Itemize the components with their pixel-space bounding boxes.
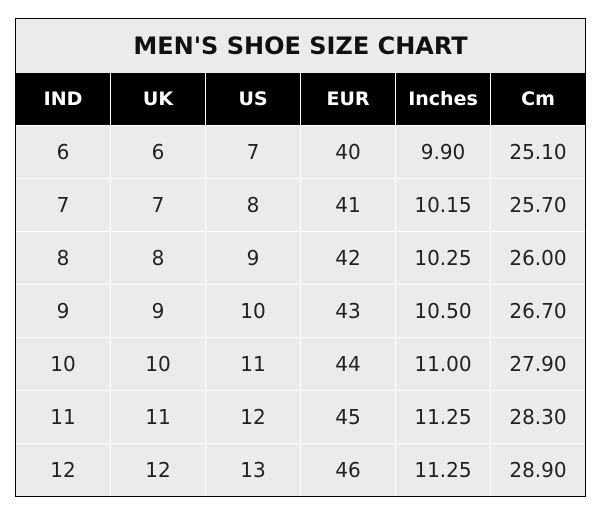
table-row: 6 6 7 40 9.90 25.10 <box>16 125 585 178</box>
table-cell: 43 <box>301 284 396 337</box>
table-cell: 11 <box>16 390 111 443</box>
table-cell: 11.25 <box>396 390 491 443</box>
table-cell: 10 <box>206 284 301 337</box>
table-cell: 26.70 <box>491 284 585 337</box>
table-row: 12 12 13 46 11.25 28.90 <box>16 443 585 496</box>
table-title: MEN'S SHOE SIZE CHART <box>133 32 468 60</box>
table-cell: 7 <box>16 178 111 231</box>
table-cell: 9.90 <box>396 125 491 178</box>
table-cell: 6 <box>16 125 111 178</box>
table-cell: 10 <box>111 337 206 390</box>
table-cell: 12 <box>16 443 111 496</box>
table-cell: 11 <box>206 337 301 390</box>
table-cell: 9 <box>206 231 301 284</box>
table-cell: 28.30 <box>491 390 585 443</box>
column-header: US <box>206 73 301 125</box>
table-cell: 45 <box>301 390 396 443</box>
table-cell: 7 <box>206 125 301 178</box>
table-cell: 9 <box>111 284 206 337</box>
table-cell: 42 <box>301 231 396 284</box>
column-header: IND <box>16 73 111 125</box>
table-cell: 9 <box>16 284 111 337</box>
table-row: 8 8 9 42 10.25 26.00 <box>16 231 585 284</box>
table-cell: 8 <box>206 178 301 231</box>
table-row: 11 11 12 45 11.25 28.30 <box>16 390 585 443</box>
table-row: 7 7 8 41 10.15 25.70 <box>16 178 585 231</box>
column-header: Cm <box>521 88 555 110</box>
table-cell: 11.00 <box>396 337 491 390</box>
table-cell: 25.70 <box>491 178 585 231</box>
table-cell: 10 <box>16 337 111 390</box>
table-cell: 41 <box>301 178 396 231</box>
table-cell: 8 <box>111 231 206 284</box>
table-cell: 12 <box>206 390 301 443</box>
table-cell: 28.90 <box>491 443 585 496</box>
column-header: Inches <box>396 73 491 125</box>
table-cell: 10.15 <box>396 178 491 231</box>
table-cell: 44 <box>301 337 396 390</box>
table-body: 6 6 7 40 9.90 25.10 7 7 8 41 10.15 25.70 8 8 9 42 10.25 2… <box>16 125 585 496</box>
table-cell: 12 <box>111 443 206 496</box>
size-chart-table: MEN'S SHOE SIZE CHART IND UK US EUR Inches Cm… <box>15 18 586 497</box>
table-cell: 25.10 <box>491 125 585 178</box>
table-row: 9 9 10 43 10.50 26.70 <box>16 284 585 337</box>
column-header: UK <box>111 73 206 125</box>
table-cell: 46 <box>301 443 396 496</box>
column-header: EUR <box>301 73 396 125</box>
table-cell: 11.25 <box>396 443 491 496</box>
table-cell: 8 <box>16 231 111 284</box>
table-cell: 11 <box>111 390 206 443</box>
table-cell: 13 <box>206 443 301 496</box>
table-cell: 6 <box>111 125 206 178</box>
table-cell: 40 <box>301 125 396 178</box>
table-cell: 10.50 <box>396 284 491 337</box>
table-cell: 10.25 <box>396 231 491 284</box>
table-cell: 7 <box>111 178 206 231</box>
header-row: IND UK US EUR Inches Cm <box>16 73 585 125</box>
table-cell: 26.00 <box>491 231 585 284</box>
table-row: 10 10 11 44 11.00 27.90 <box>16 337 585 390</box>
table-cell: 27.90 <box>491 337 585 390</box>
